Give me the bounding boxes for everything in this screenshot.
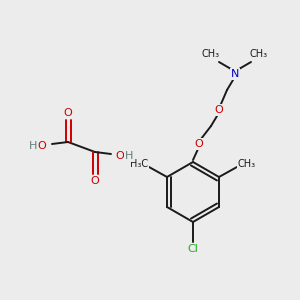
Text: H: H [29, 141, 37, 151]
Text: O: O [64, 108, 72, 118]
Text: H₃C: H₃C [130, 159, 148, 169]
Text: O: O [214, 105, 224, 115]
Text: CH₃: CH₃ [250, 49, 268, 59]
Text: O: O [38, 141, 46, 151]
Text: O: O [116, 151, 124, 161]
Text: CH₃: CH₃ [238, 159, 256, 169]
Text: N: N [231, 69, 239, 79]
Text: Cl: Cl [188, 244, 198, 254]
Text: H: H [125, 151, 133, 161]
Text: CH₃: CH₃ [202, 49, 220, 59]
Text: O: O [91, 176, 99, 186]
Text: O: O [195, 139, 203, 149]
